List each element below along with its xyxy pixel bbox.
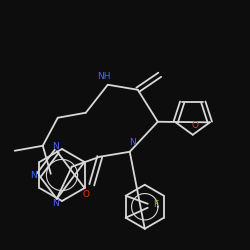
Text: F: F	[153, 200, 158, 209]
Text: NH: NH	[97, 72, 110, 81]
Text: N: N	[30, 170, 37, 179]
Text: N: N	[52, 142, 59, 151]
Text: N: N	[52, 199, 59, 208]
Text: O: O	[82, 190, 89, 199]
Text: O: O	[191, 121, 198, 130]
Text: N: N	[130, 138, 136, 147]
